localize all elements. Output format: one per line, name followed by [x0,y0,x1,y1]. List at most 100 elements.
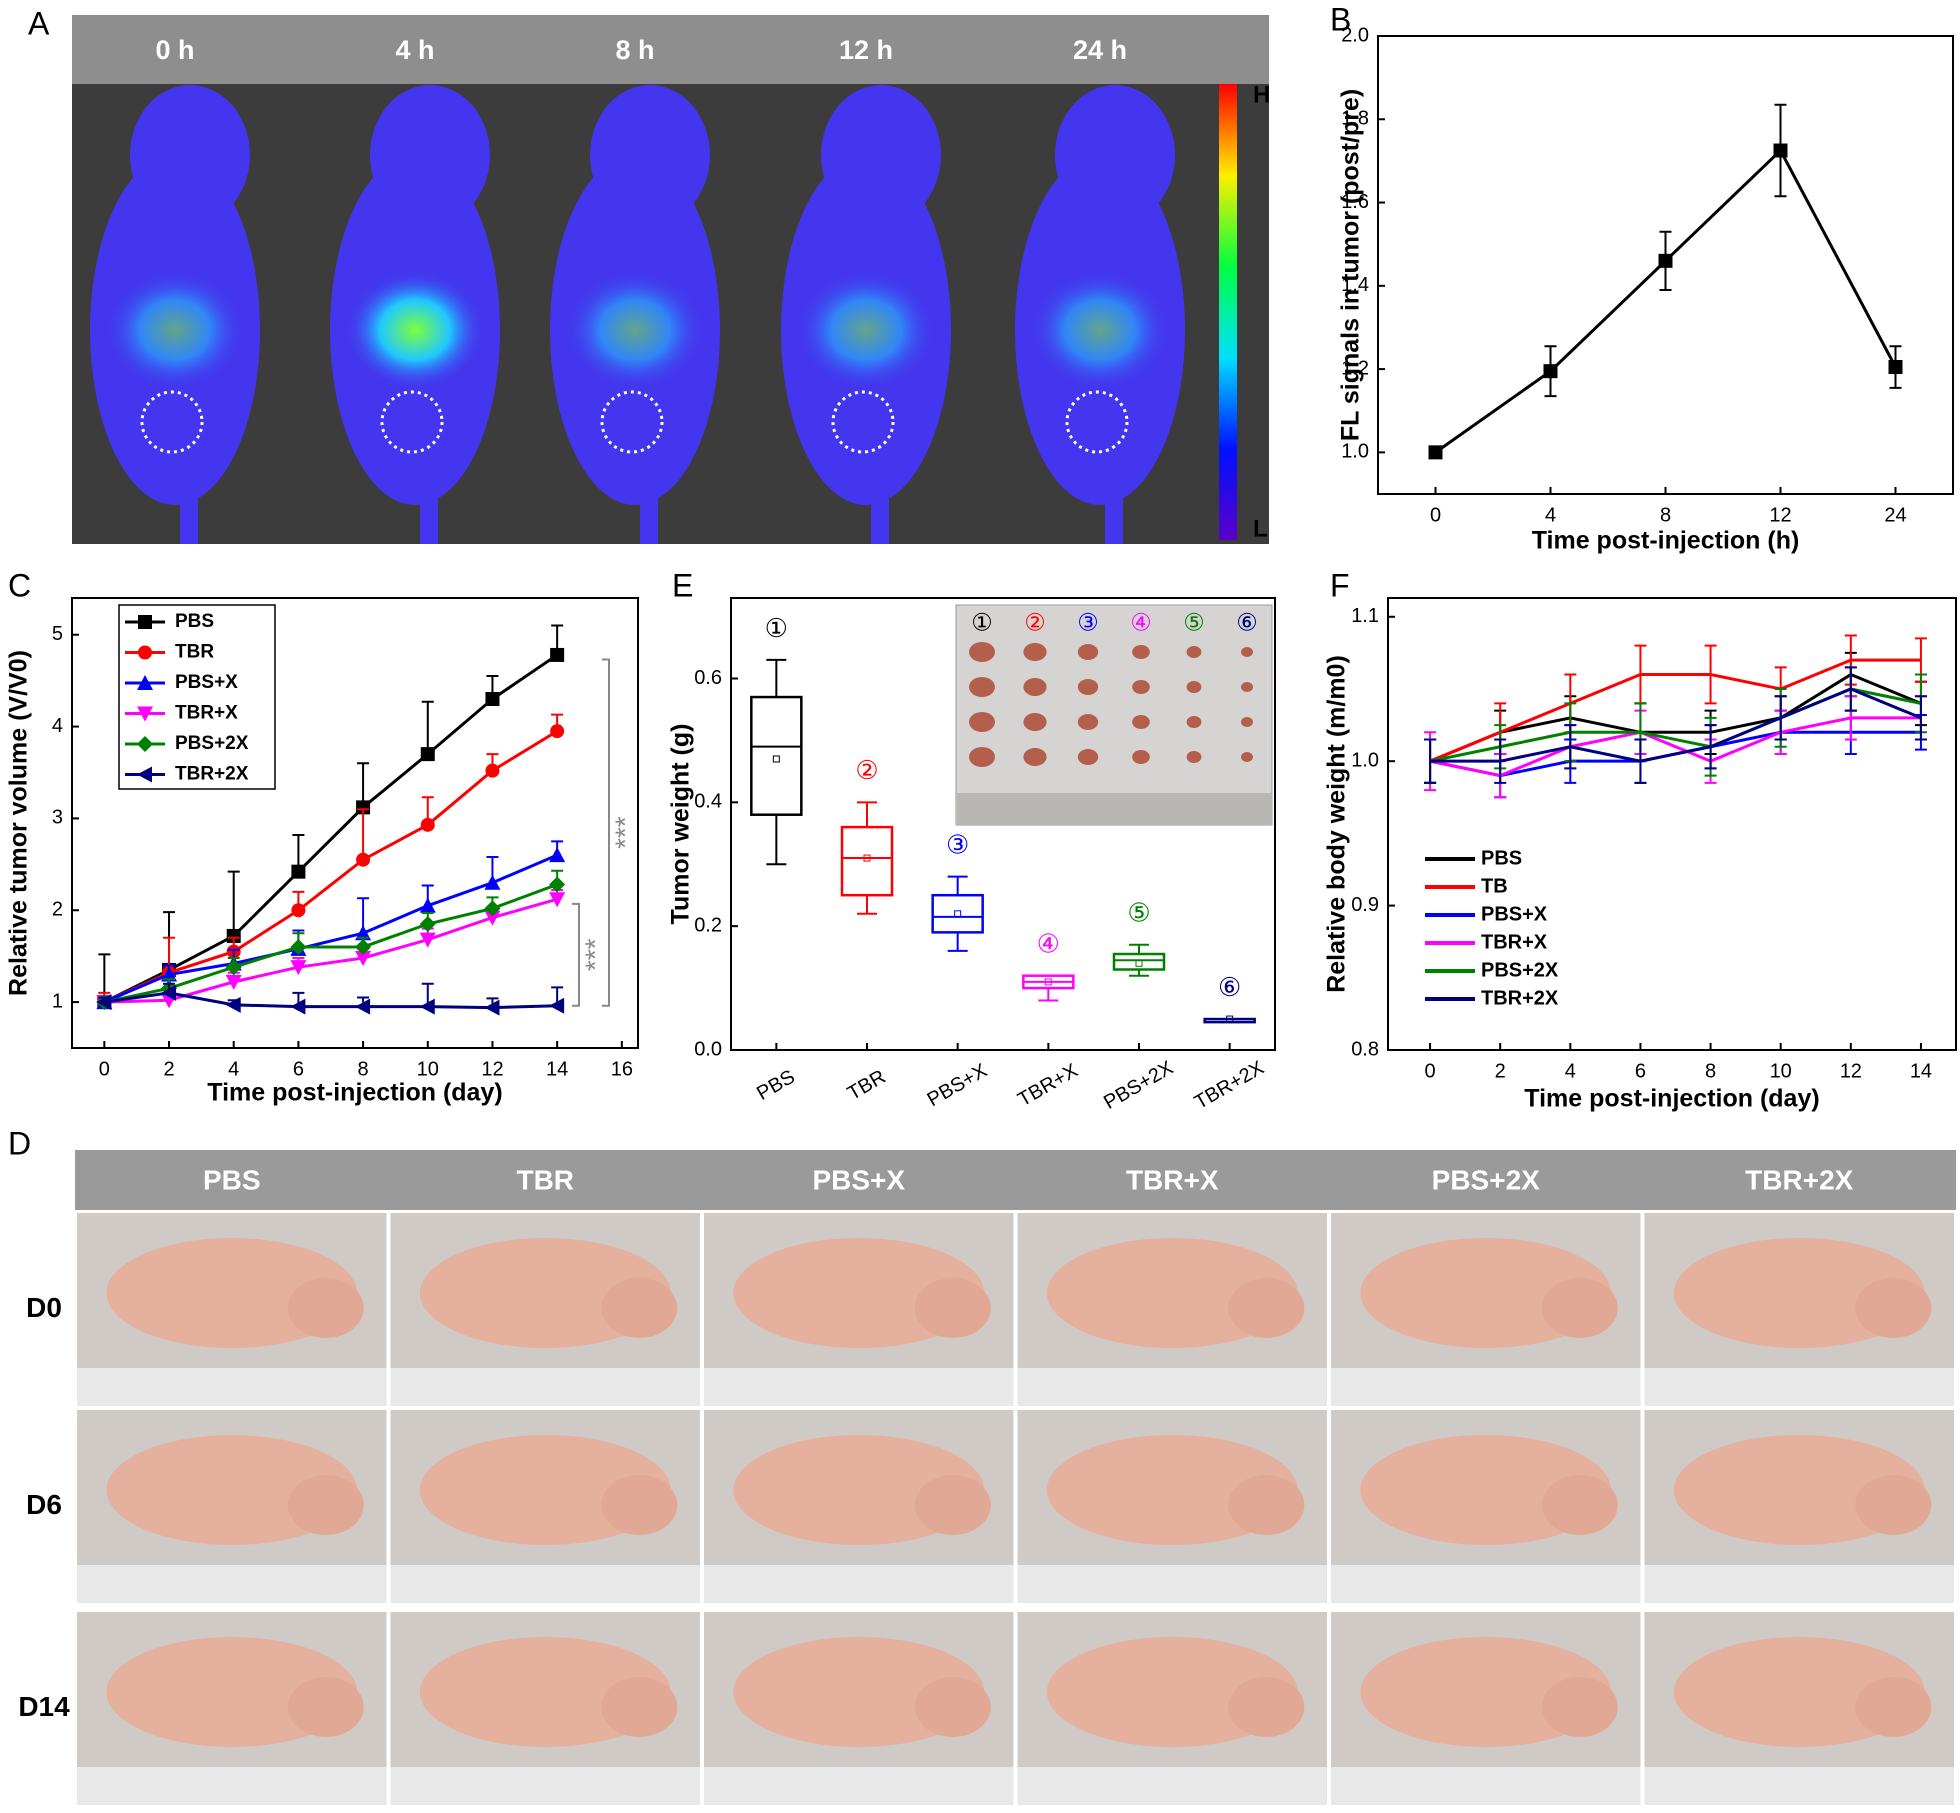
tumor-photo [1186,751,1202,763]
box-label: ② [855,755,878,785]
y-tick-label: 1.4 [1341,274,1369,296]
panel-label: E [672,567,693,603]
tumor-photo [1241,752,1253,762]
mouse-head [601,1677,678,1737]
mouse-head [590,85,710,225]
x-tick-label: 12 [1769,504,1791,526]
error-bar [1494,738,1507,784]
marker [161,966,178,982]
marker [549,847,566,863]
ruler [1331,1565,1641,1603]
marker [485,692,500,707]
x-axis-label: Time post-injection (day) [1524,1085,1819,1113]
marker [549,892,566,908]
y-tick-label: 5 [52,623,63,645]
panel-label: D [8,1125,31,1161]
signal [345,270,485,390]
mouse-head [1855,1278,1932,1338]
legend-label: PBS [1481,847,1522,869]
ruler [77,1565,387,1603]
mouse-head [821,85,941,225]
signal [796,270,936,390]
mean-marker [954,910,962,918]
annotation: *** [579,938,610,971]
mouse-head [287,1677,364,1737]
y-tick-label: 0.0 [694,1038,722,1060]
legend-label: TBR+2X [1481,987,1559,1009]
ruler [390,1565,700,1603]
marker [356,800,371,815]
mouse-head [914,1475,991,1535]
box-label: ⑥ [1218,972,1241,1002]
x-tick-label: 8 [358,1058,369,1080]
series-line [103,853,558,1004]
marker [356,852,371,867]
legend-label: TBR+X [1481,931,1548,953]
mouse-head [1541,1677,1618,1737]
tumor-photo [969,712,995,732]
x-tick-label: 8 [1660,504,1671,526]
x-tick-label: 0 [1430,504,1441,526]
y-axis-label: FL signals in tumor (post/pre) [1337,89,1365,441]
time-label: 4 h [395,35,434,65]
group-label: PBS [203,1164,261,1195]
marker [225,974,242,990]
ruler [704,1565,1014,1603]
tumor-photo [1077,644,1099,660]
x-tick-label: 6 [293,1058,304,1080]
ruler [704,1767,1014,1805]
marker [355,998,371,1015]
marker [1888,360,1903,375]
legend-box [118,604,276,790]
mouse-head [914,1677,991,1737]
inset-label: ① [971,609,993,636]
x-tick-label: 12 [1840,1060,1862,1082]
signal [565,270,705,390]
x-tick-label: PBS+2X [1100,1057,1177,1114]
y-tick-label: 1.0 [1341,441,1369,463]
y-tick-label: 0.9 [1351,894,1379,916]
y-axis-label: Relative tumor volume (V/V0) [5,650,33,996]
x-tick-label: 12 [481,1058,503,1080]
x-tick-label: 6 [1635,1060,1646,1082]
x-tick-label: PBS+X [924,1060,991,1112]
marker [225,996,241,1013]
y-tick-label: 1.8 [1341,108,1369,130]
tumor-photo [1186,681,1202,693]
tumor-photo [1023,713,1047,731]
y-tick-label: 2 [52,899,63,921]
time-label: 0 h [155,35,194,65]
y-axis-label: Tumor weight (g) [667,724,695,925]
legend-label: PBS+2X [1481,959,1559,981]
marker [485,763,500,778]
mean-marker [1135,959,1143,967]
legend-label: PBS+X [175,672,238,693]
ruler [1644,1767,1954,1805]
box [931,893,984,934]
y-tick-label: 1.2 [1341,357,1369,379]
x-tick-label: TBR [844,1066,890,1105]
mouse-head [1855,1677,1932,1737]
mouse-head [601,1475,678,1535]
legend-label: PBS [175,611,214,632]
ruler [1644,1368,1954,1406]
day-label: D6 [26,1489,62,1520]
box-label: ⑤ [1127,898,1150,928]
mouse-tail [640,480,658,544]
x-tick-label: 2 [1495,1060,1506,1082]
group-label: PBS+X [812,1164,905,1195]
marker [161,984,177,1001]
mouse-head [287,1278,364,1338]
mouse-head [914,1278,991,1338]
marker [484,900,501,917]
tumor-photo [1186,646,1202,658]
tumor-photo [1241,717,1253,727]
ruler [704,1368,1014,1406]
marker [226,928,241,943]
series-line [103,729,558,1004]
y-tick-label: 1.6 [1341,191,1369,213]
inset-ruler [956,793,1272,825]
inset-label: ⑤ [1183,609,1205,636]
marker [225,959,242,976]
plot-frame [1387,597,1957,1051]
